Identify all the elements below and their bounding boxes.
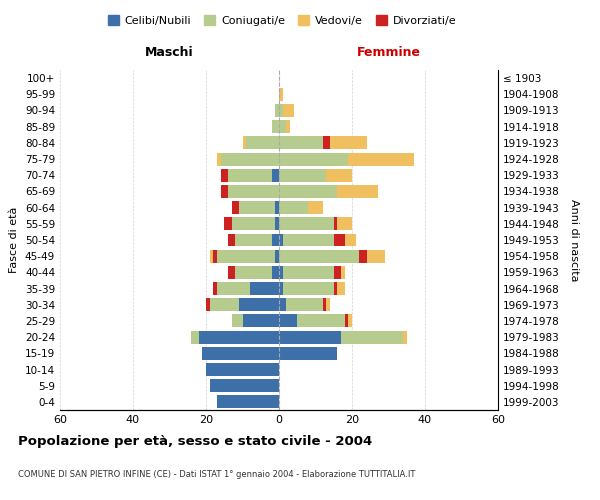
Bar bbox=[323, 298, 326, 311]
Bar bbox=[239, 201, 275, 214]
Bar bbox=[279, 169, 326, 181]
Bar bbox=[217, 282, 250, 295]
Bar bbox=[367, 250, 385, 262]
Bar bbox=[279, 298, 286, 311]
Bar bbox=[283, 282, 334, 295]
Bar bbox=[228, 185, 279, 198]
Bar bbox=[209, 250, 214, 262]
Bar bbox=[246, 136, 279, 149]
Bar bbox=[326, 298, 330, 311]
Bar bbox=[221, 169, 228, 181]
Bar bbox=[224, 218, 232, 230]
Bar bbox=[403, 330, 407, 344]
Bar bbox=[349, 152, 414, 166]
Bar bbox=[344, 234, 356, 246]
Bar bbox=[341, 330, 403, 344]
Bar bbox=[344, 314, 349, 328]
Bar bbox=[275, 201, 279, 214]
Bar bbox=[283, 234, 334, 246]
Bar bbox=[202, 347, 279, 360]
Bar bbox=[250, 282, 279, 295]
Bar bbox=[334, 266, 341, 279]
Bar bbox=[334, 218, 337, 230]
Bar bbox=[206, 363, 279, 376]
Bar bbox=[232, 218, 275, 230]
Bar bbox=[334, 282, 337, 295]
Bar bbox=[349, 314, 352, 328]
Bar bbox=[279, 218, 334, 230]
Bar bbox=[209, 298, 239, 311]
Bar bbox=[217, 250, 275, 262]
Bar bbox=[275, 104, 279, 117]
Text: Femmine: Femmine bbox=[356, 46, 421, 59]
Bar bbox=[221, 185, 228, 198]
Bar bbox=[334, 234, 344, 246]
Text: Popolazione per età, sesso e stato civile - 2004: Popolazione per età, sesso e stato civil… bbox=[18, 435, 372, 448]
Bar bbox=[221, 152, 279, 166]
Bar bbox=[279, 282, 283, 295]
Bar bbox=[279, 136, 323, 149]
Bar bbox=[286, 120, 290, 133]
Bar bbox=[228, 169, 272, 181]
Bar bbox=[242, 314, 279, 328]
Bar bbox=[337, 282, 344, 295]
Bar bbox=[199, 330, 279, 344]
Bar bbox=[326, 169, 352, 181]
Bar bbox=[272, 234, 279, 246]
Bar bbox=[330, 136, 367, 149]
Bar bbox=[191, 330, 199, 344]
Bar bbox=[283, 104, 293, 117]
Bar bbox=[279, 88, 283, 101]
Bar bbox=[228, 266, 235, 279]
Bar bbox=[235, 234, 272, 246]
Bar bbox=[279, 185, 337, 198]
Bar bbox=[323, 136, 330, 149]
Bar bbox=[272, 120, 279, 133]
Bar bbox=[283, 266, 334, 279]
Bar bbox=[279, 314, 297, 328]
Text: Maschi: Maschi bbox=[145, 46, 194, 59]
Bar bbox=[217, 396, 279, 408]
Bar bbox=[297, 314, 344, 328]
Bar bbox=[232, 314, 242, 328]
Bar bbox=[209, 379, 279, 392]
Bar bbox=[341, 266, 344, 279]
Bar bbox=[242, 136, 246, 149]
Bar bbox=[279, 266, 283, 279]
Bar bbox=[214, 282, 217, 295]
Bar bbox=[272, 169, 279, 181]
Bar bbox=[279, 152, 349, 166]
Bar bbox=[279, 104, 283, 117]
Bar bbox=[217, 152, 221, 166]
Bar bbox=[272, 266, 279, 279]
Bar bbox=[359, 250, 367, 262]
Bar bbox=[275, 218, 279, 230]
Bar bbox=[235, 266, 272, 279]
Bar bbox=[279, 347, 337, 360]
Bar bbox=[239, 298, 279, 311]
Bar bbox=[279, 234, 283, 246]
Bar bbox=[206, 298, 209, 311]
Bar bbox=[337, 218, 352, 230]
Bar bbox=[275, 250, 279, 262]
Bar bbox=[228, 234, 235, 246]
Bar bbox=[232, 201, 239, 214]
Bar bbox=[286, 298, 323, 311]
Y-axis label: Anni di nascita: Anni di nascita bbox=[569, 198, 579, 281]
Bar bbox=[279, 250, 359, 262]
Bar bbox=[214, 250, 217, 262]
Bar bbox=[308, 201, 323, 214]
Y-axis label: Fasce di età: Fasce di età bbox=[10, 207, 19, 273]
Bar bbox=[279, 330, 341, 344]
Text: COMUNE DI SAN PIETRO INFINE (CE) - Dati ISTAT 1° gennaio 2004 - Elaborazione TUT: COMUNE DI SAN PIETRO INFINE (CE) - Dati … bbox=[18, 470, 415, 479]
Bar bbox=[279, 120, 286, 133]
Bar bbox=[279, 201, 308, 214]
Bar bbox=[337, 185, 377, 198]
Legend: Celibi/Nubili, Coniugati/e, Vedovi/e, Divorziati/e: Celibi/Nubili, Coniugati/e, Vedovi/e, Di… bbox=[103, 10, 461, 30]
